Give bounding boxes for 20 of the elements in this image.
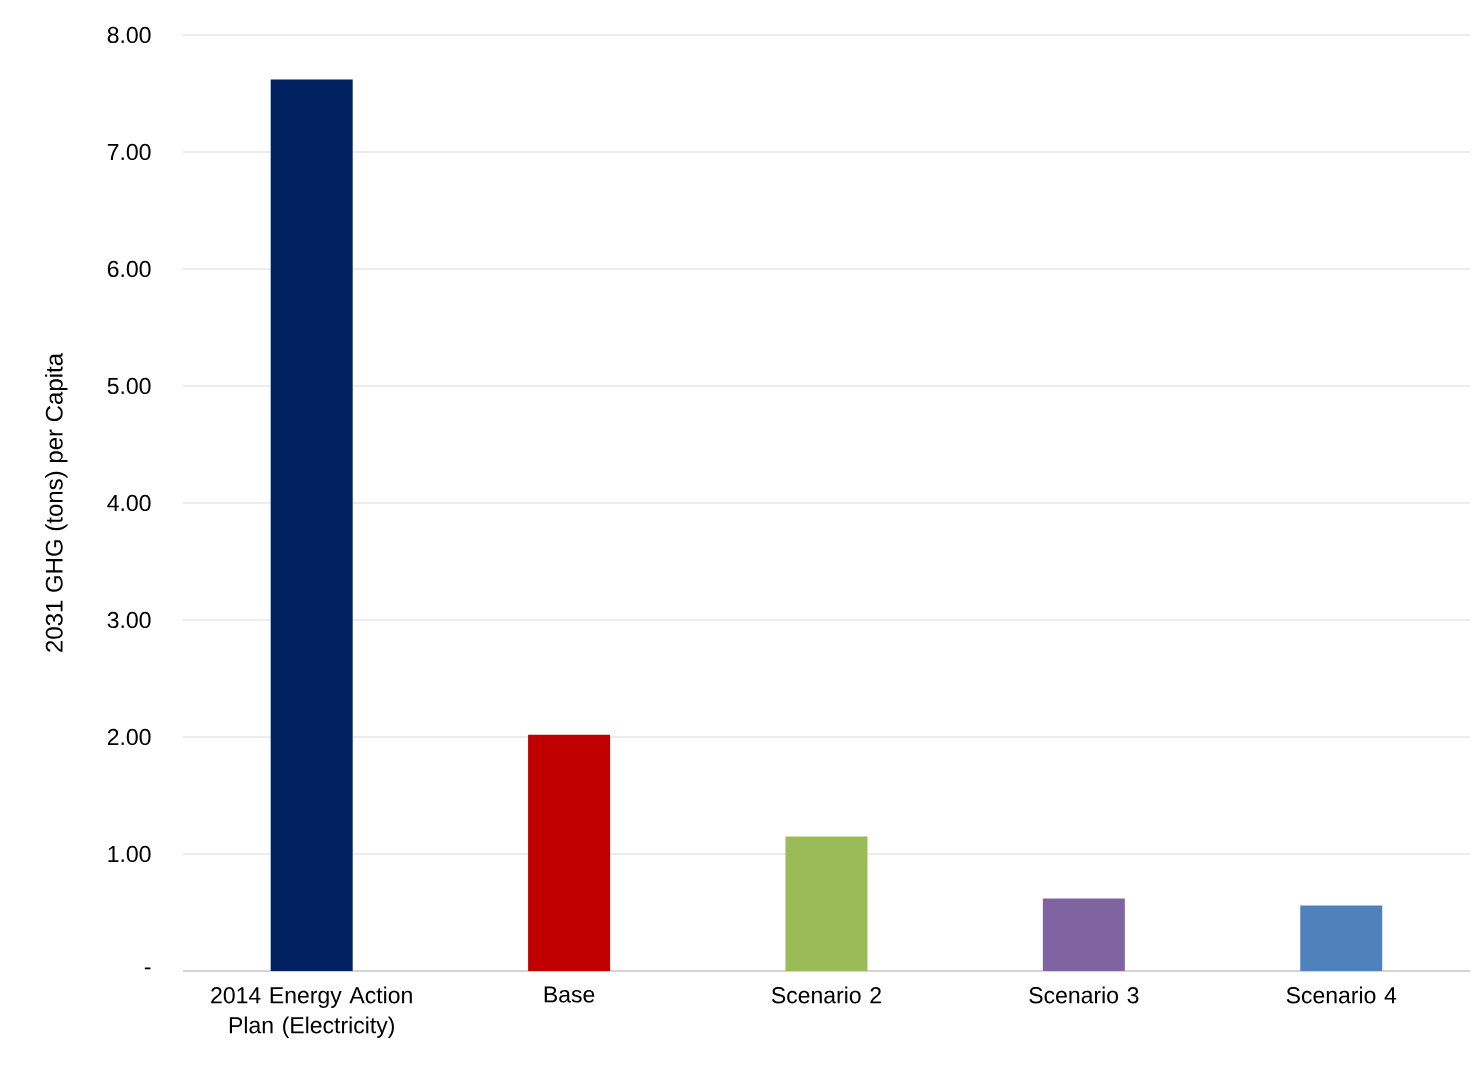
bar <box>1042 898 1125 971</box>
x-tick-label: Scenario 2 <box>771 986 881 1004</box>
y-tick-label: 6.00 <box>107 260 151 278</box>
x-tick-label: Scenario 4 <box>1286 986 1397 1004</box>
y-tick-label: 1.00 <box>108 845 151 863</box>
y-tick-label: 2.00 <box>107 728 151 746</box>
y-tick-label: 4.00 <box>107 494 151 512</box>
y-tick-label: 7.00 <box>107 143 151 161</box>
x-tick-label: Base <box>544 986 595 1003</box>
x-tick-label: Scenario 3 <box>1029 986 1139 1004</box>
y-tick-label: 8.00 <box>107 26 151 44</box>
bar <box>1300 905 1383 971</box>
y-axis-title: 2031 GHG (tons) per Capita <box>45 352 68 652</box>
x-tick-label: 2014 Energy Action Plan (Electricity) <box>211 986 412 1038</box>
bar <box>528 734 611 971</box>
y-tick-label: 3.00 <box>107 611 151 629</box>
y-tick-label: - <box>144 967 151 970</box>
y-tick-label: 5.00 <box>107 377 151 395</box>
bar <box>270 79 353 971</box>
bar <box>785 836 868 971</box>
